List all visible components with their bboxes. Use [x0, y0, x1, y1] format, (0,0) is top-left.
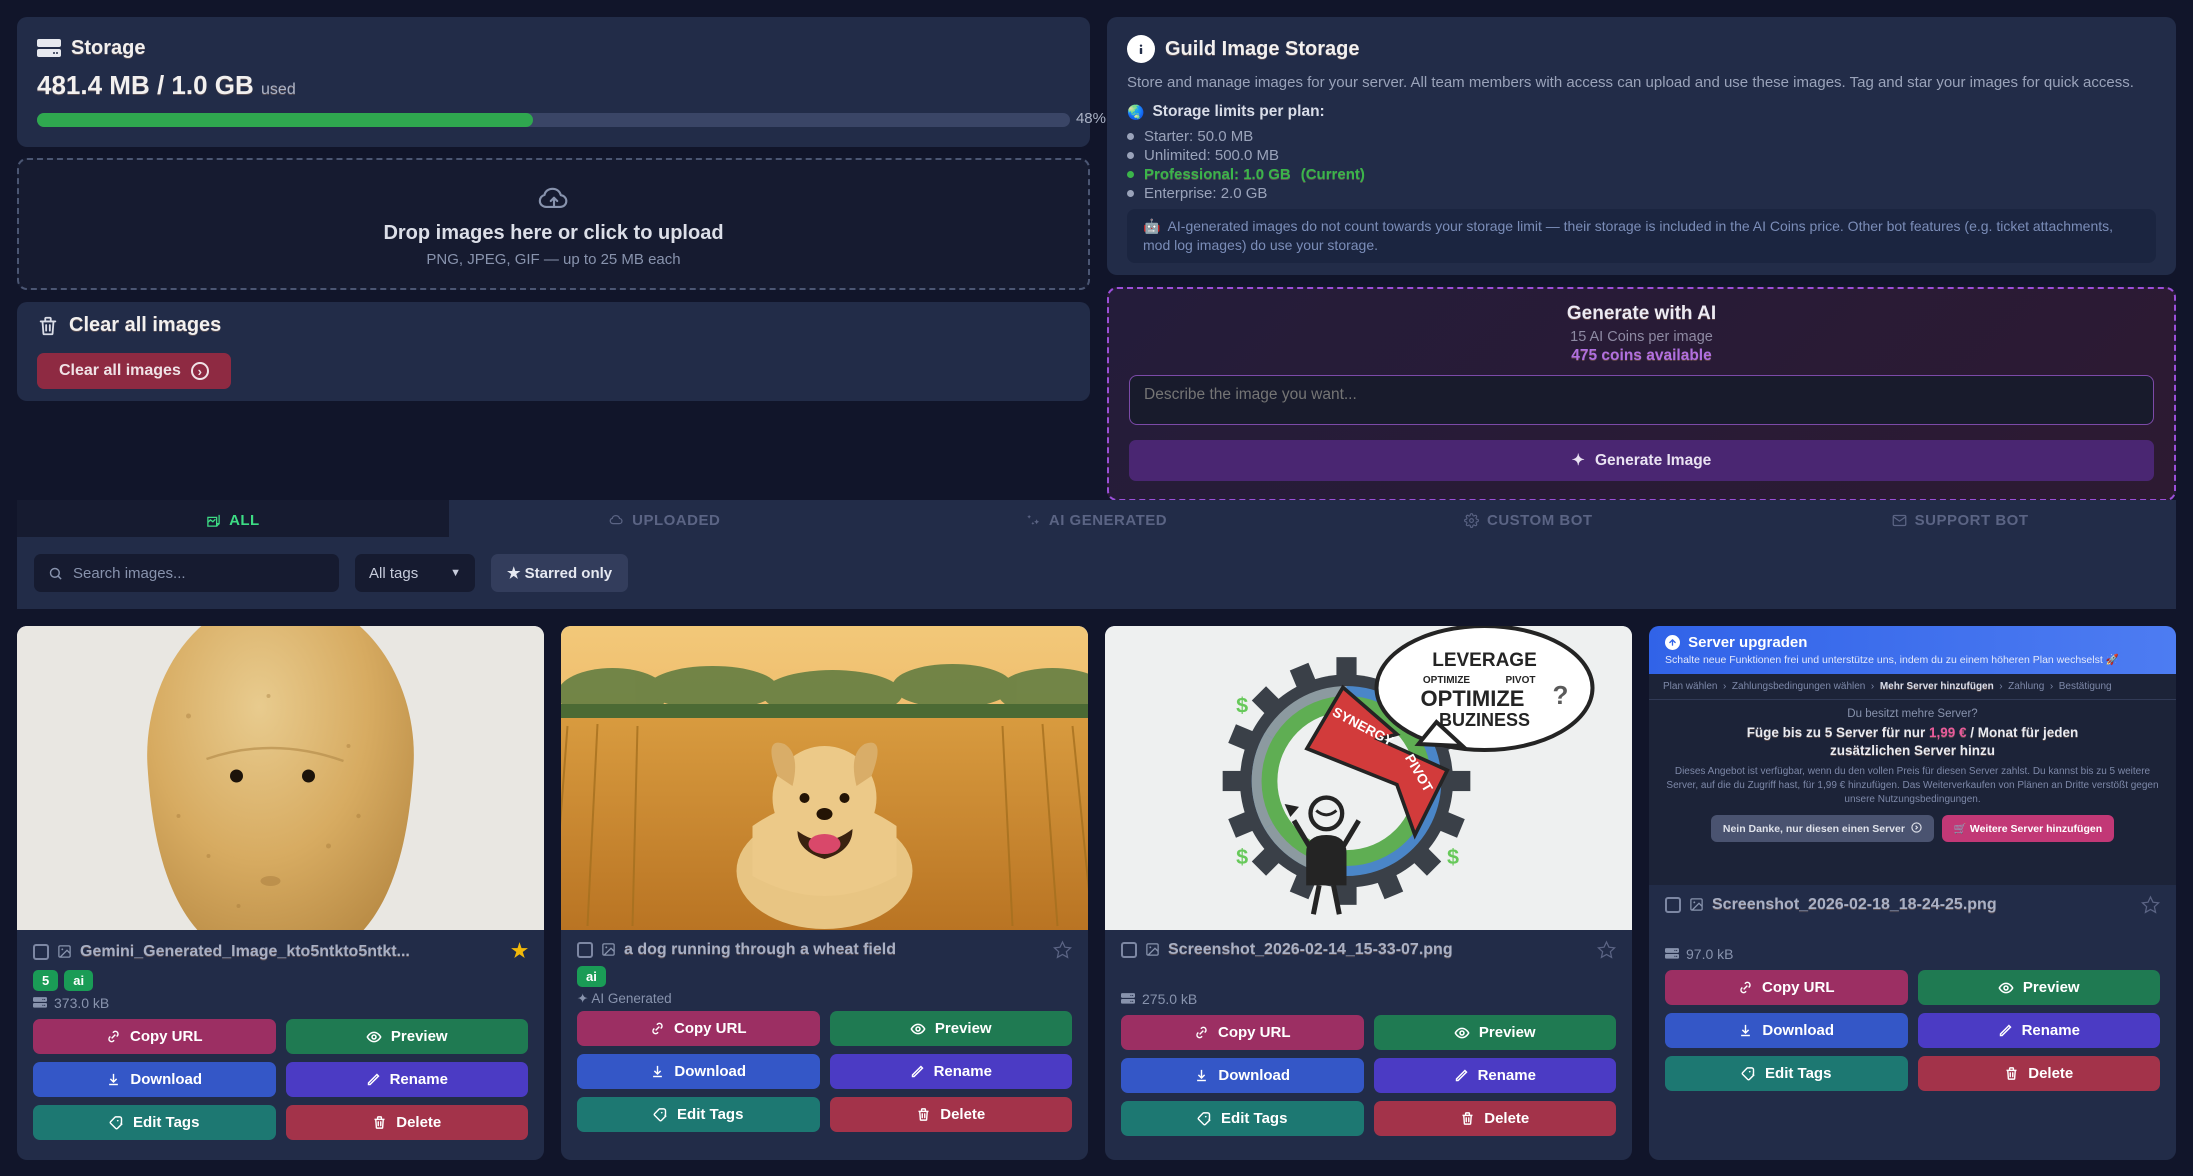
svg-text:$: $ [1236, 844, 1248, 869]
svg-text:$: $ [1236, 693, 1248, 718]
svg-text:BUZINESS: BUZINESS [1439, 710, 1530, 730]
svg-text:LEVERAGE: LEVERAGE [1432, 650, 1537, 671]
svg-text:OPTIMIZE: OPTIMIZE [1421, 686, 1525, 711]
svg-text:?: ? [1553, 680, 1569, 710]
svg-text:OPTIMIZE: OPTIMIZE [1423, 675, 1471, 686]
svg-text:$: $ [1447, 844, 1459, 869]
svg-text:PIVOT: PIVOT [1505, 675, 1535, 686]
